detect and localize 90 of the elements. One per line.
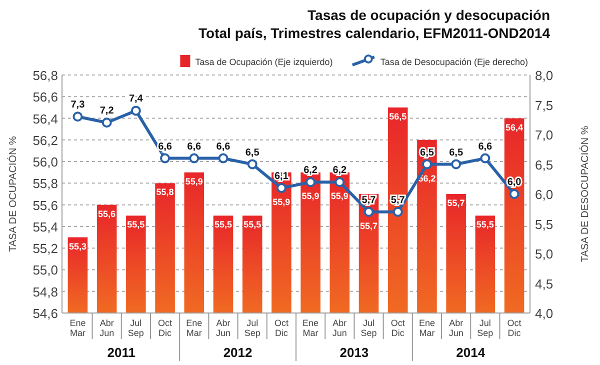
point	[160, 153, 170, 164]
data-label: 55,9	[302, 191, 320, 202]
y-tick-label: 56,0	[32, 154, 58, 170]
y2-axis-title: TASA DE DESOCUPACIÓN %	[579, 126, 591, 262]
point	[189, 153, 200, 164]
data-label: 55,8	[156, 187, 174, 198]
y2-tick-label: 7,5	[535, 98, 554, 113]
legend-label: Tasa de Ocupación (Eje izquierdo)	[195, 57, 333, 67]
y-tick-label: 56,6	[32, 90, 58, 105]
y-tick-label: 55,0	[32, 262, 58, 278]
data-label: 7,4	[128, 94, 144, 105]
x-tick-label: Jul Sep	[244, 318, 260, 338]
y2-tick-label: 4,0	[535, 306, 554, 321]
y2-tick-label: 6,0	[535, 187, 554, 202]
data-label: 55,5	[127, 220, 145, 230]
y-tick-label: 56,8	[32, 68, 58, 83]
data-label: 55,9	[185, 176, 203, 186]
point	[72, 112, 83, 122]
data-label: 6,1	[274, 171, 289, 182]
point	[480, 153, 490, 164]
y-tick-label: 55,6	[32, 198, 58, 213]
point	[276, 183, 286, 194]
x-tick-label: Jul Sep	[477, 318, 494, 338]
x-tick-label: Abr Jun	[448, 318, 464, 338]
data-label: 55,6	[98, 208, 116, 219]
data-label: 6,6	[216, 141, 231, 152]
y2-tick-label: 6,5	[535, 157, 554, 172]
point	[392, 206, 403, 217]
y-tick-label: 55,4	[32, 219, 58, 234]
text: 2012	[223, 345, 252, 360]
x-tick-label: Ene Mar	[70, 318, 86, 338]
x-tick-label: Abr Jun	[100, 318, 114, 338]
y2-tick-label: 4,5	[535, 276, 554, 292]
data-label: 6,5	[449, 147, 464, 158]
x-tick-label: Oct Dic	[158, 318, 173, 338]
y-tick-label: 56,2	[32, 132, 58, 148]
data-label: 6,6	[478, 141, 493, 152]
point	[422, 159, 432, 170]
text: 2014	[456, 345, 486, 360]
x-tick-label: Ene Mar	[418, 318, 435, 338]
x-tick-label: Ene Mar	[302, 318, 319, 338]
data-label: 55,5	[214, 220, 232, 230]
chart-subtitle: Total país, Trimestres calendario, EFM2011-OND2014	[198, 25, 550, 41]
y2-tick-label: 8,0	[535, 68, 554, 83]
point	[218, 153, 228, 164]
y-tick-label: 56,4	[32, 111, 58, 126]
point	[509, 189, 520, 199]
x-tick-label: Abr Jun	[332, 318, 347, 338]
y-tick-label: 55,2	[32, 241, 58, 256]
point	[247, 159, 258, 170]
data-label: 55,9	[330, 191, 348, 202]
chart-title: Tasas de ocupación y desocupación	[308, 7, 550, 23]
x-tick-label: Jul Sep	[360, 318, 377, 338]
x-tick-label: Oct Dic	[274, 318, 289, 338]
point	[364, 206, 374, 217]
y2-tick-label: 5,0	[535, 246, 554, 262]
data-label: 55,7	[447, 198, 465, 208]
y-tick-label: 54,6	[32, 306, 58, 321]
x-tick-label: Oct Dic	[390, 318, 406, 338]
x-tick-label: Jul Sep	[128, 318, 144, 338]
data-label: 5,7	[362, 194, 376, 206]
data-label: 7,2	[100, 106, 114, 117]
text: 2011	[107, 345, 136, 360]
data-label: 56,4	[506, 122, 524, 132]
data-label: 55,3	[68, 241, 86, 252]
legend-label: Tasa de Desocupación (Eje derecho)	[380, 57, 528, 67]
y-tick-label: 55,8	[32, 176, 58, 192]
point	[306, 177, 316, 188]
data-label: 56,5	[389, 111, 407, 122]
point	[130, 106, 141, 116]
data-label: 55,9	[272, 197, 290, 208]
data-label: 6,5	[245, 147, 260, 158]
data-label: 55,5	[244, 220, 262, 230]
point	[334, 177, 345, 188]
x-tick-label: Ene Mar	[186, 318, 202, 338]
point	[102, 118, 112, 128]
data-label: 55,7	[360, 220, 378, 231]
data-label: 6,0	[507, 177, 522, 188]
data-label: 7,3	[70, 100, 86, 111]
data-label: 55,5	[476, 220, 494, 230]
point	[451, 159, 462, 170]
y-tick-label: 54,8	[32, 284, 58, 300]
y-axis-title: TASA DE OCUPACIÓN %	[7, 136, 19, 252]
x-tick-label: Oct Dic	[507, 318, 522, 338]
y2-tick-label: 5,5	[535, 216, 554, 232]
data-label: 6,6	[187, 141, 202, 152]
text: 2013	[340, 345, 369, 360]
x-tick-label: Abr Jun	[216, 318, 230, 338]
data-label: 6,5	[420, 147, 434, 158]
y2-tick-label: 7,0	[535, 128, 554, 142]
